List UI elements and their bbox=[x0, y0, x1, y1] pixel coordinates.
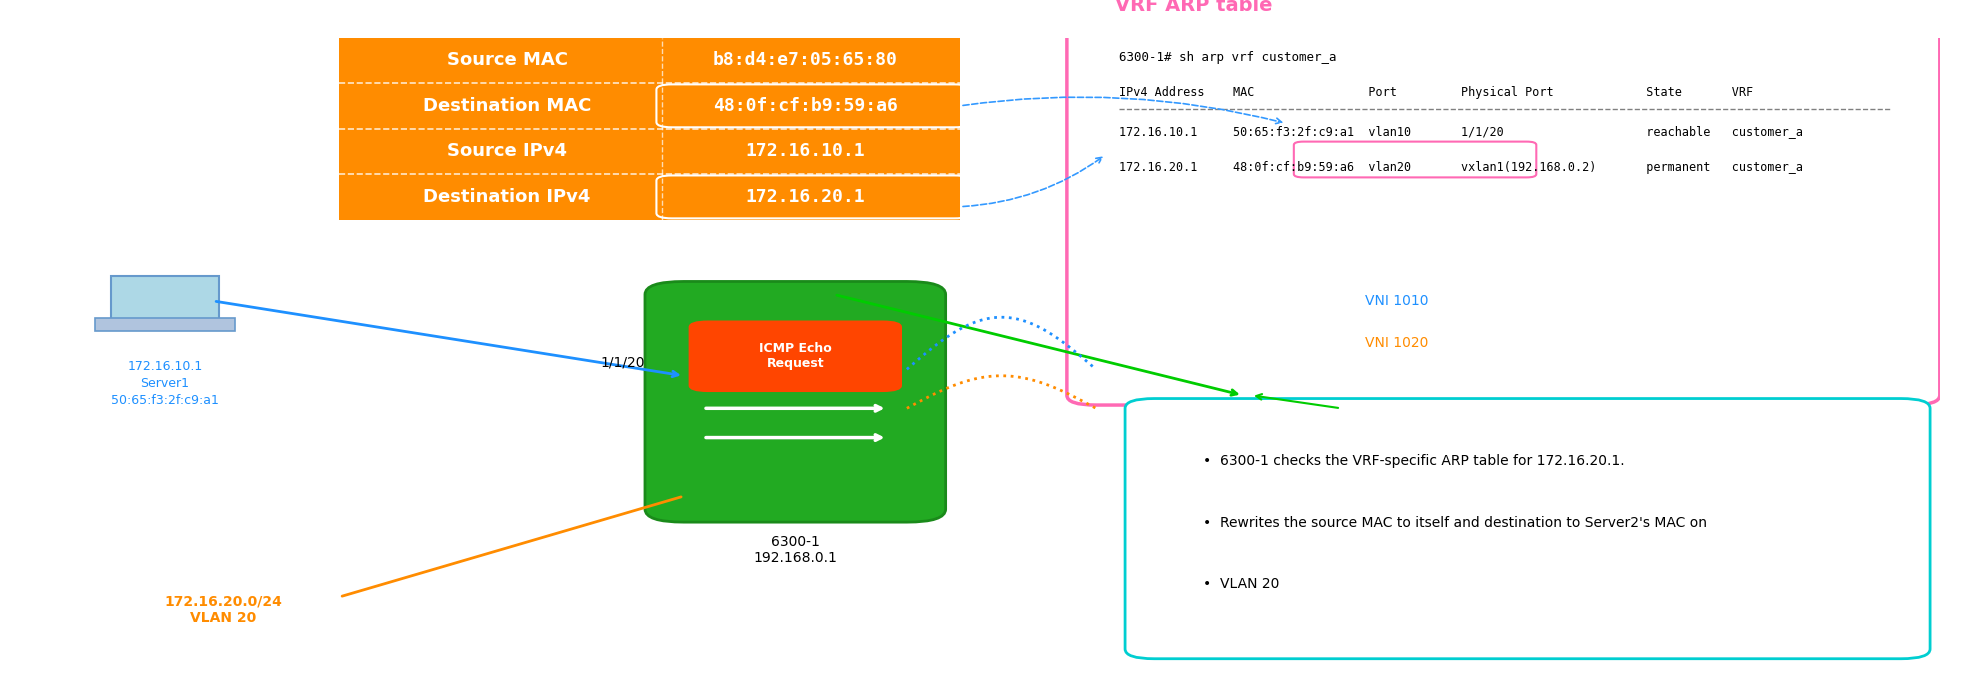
FancyBboxPatch shape bbox=[95, 318, 235, 331]
FancyBboxPatch shape bbox=[1067, 21, 1940, 405]
FancyBboxPatch shape bbox=[1124, 398, 1931, 658]
Text: ICMP Echo
Request: ICMP Echo Request bbox=[759, 342, 832, 370]
Text: VNI 1010: VNI 1010 bbox=[1365, 294, 1429, 308]
FancyBboxPatch shape bbox=[688, 321, 901, 392]
Text: Destination IPv4: Destination IPv4 bbox=[423, 188, 591, 206]
Text: IPv4 Address    MAC                Port         Physical Port             State : IPv4 Address MAC Port Physical Port Stat… bbox=[1118, 86, 1753, 99]
Text: 172.16.20.1     48:0f:cf:b9:59:a6  vlan20       vxlan1(192.168.0.2)       perman: 172.16.20.1 48:0f:cf:b9:59:a6 vlan20 vxl… bbox=[1118, 161, 1804, 174]
Text: 172.16.20.0/24
VLAN 20: 172.16.20.0/24 VLAN 20 bbox=[164, 595, 283, 625]
Text: •  VLAN 20: • VLAN 20 bbox=[1203, 577, 1278, 592]
FancyBboxPatch shape bbox=[340, 83, 960, 129]
Text: VRF ARP table: VRF ARP table bbox=[1114, 0, 1273, 14]
FancyBboxPatch shape bbox=[644, 281, 947, 522]
Text: •  6300-1 checks the VRF-specific ARP table for 172.16.20.1.: • 6300-1 checks the VRF-specific ARP tab… bbox=[1203, 454, 1624, 468]
FancyBboxPatch shape bbox=[340, 129, 960, 174]
Text: 172.16.10.1
Server1
50:65:f3:2f:c9:a1: 172.16.10.1 Server1 50:65:f3:2f:c9:a1 bbox=[111, 360, 219, 407]
Text: •  Rewrites the source MAC to itself and destination to Server2's MAC on: • Rewrites the source MAC to itself and … bbox=[1203, 515, 1707, 530]
FancyBboxPatch shape bbox=[340, 38, 960, 83]
Text: Source IPv4: Source IPv4 bbox=[447, 142, 567, 160]
Text: 1/1/20: 1/1/20 bbox=[601, 356, 644, 369]
Text: VNI 1020: VNI 1020 bbox=[1365, 336, 1429, 350]
Text: Destination MAC: Destination MAC bbox=[423, 97, 591, 115]
Text: Source MAC: Source MAC bbox=[447, 52, 567, 69]
Text: 172.16.20.1: 172.16.20.1 bbox=[745, 188, 865, 206]
Text: 6300-1# sh arp vrf customer_a: 6300-1# sh arp vrf customer_a bbox=[1118, 50, 1336, 63]
Text: 172.16.10.1: 172.16.10.1 bbox=[745, 142, 865, 160]
FancyBboxPatch shape bbox=[111, 277, 219, 323]
Text: 6300-1
192.168.0.1: 6300-1 192.168.0.1 bbox=[753, 535, 838, 566]
Text: 172.16.10.1     50:65:f3:2f:c9:a1  vlan10       1/1/20                    reacha: 172.16.10.1 50:65:f3:2f:c9:a1 vlan10 1/1… bbox=[1118, 125, 1804, 138]
FancyBboxPatch shape bbox=[340, 174, 960, 219]
Text: b8:d4:e7:05:65:80: b8:d4:e7:05:65:80 bbox=[713, 52, 897, 69]
Text: 48:0f:cf:b9:59:a6: 48:0f:cf:b9:59:a6 bbox=[713, 97, 897, 115]
